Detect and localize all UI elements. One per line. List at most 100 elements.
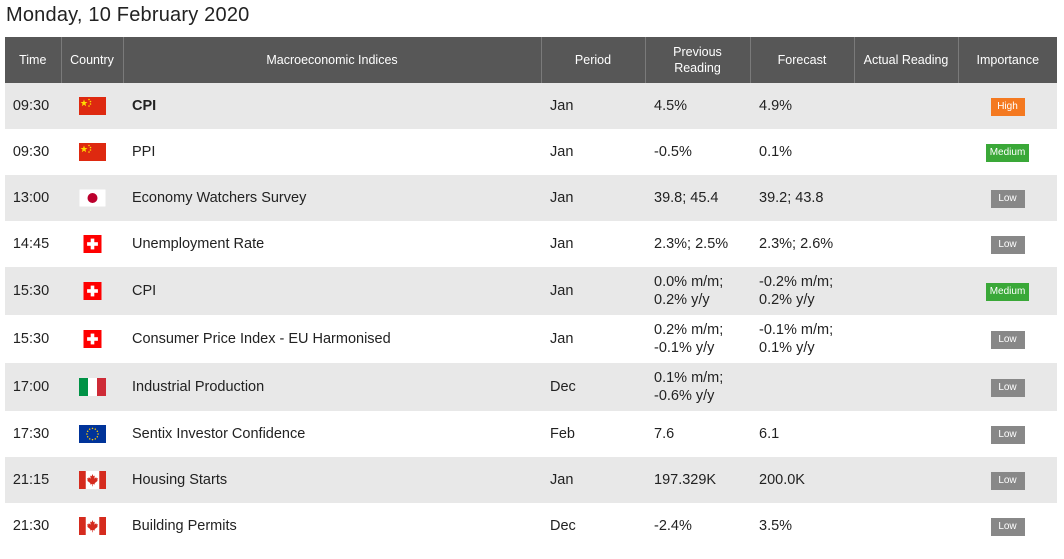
time-cell: 17:00 — [5, 363, 61, 411]
indicator-cell: Building Permits — [123, 503, 541, 549]
table-row: 14:45 Unemployment Rate Jan 2.3%; 2.5% 2.3%;… — [5, 221, 1057, 267]
time-cell: 14:45 — [5, 221, 61, 267]
eu-flag-icon — [78, 425, 106, 444]
period-cell: Jan — [541, 267, 645, 315]
previous-line: 0.1% m/m; — [654, 370, 724, 386]
period-cell: Feb — [541, 411, 645, 457]
actual-cell — [854, 129, 958, 175]
country-cell — [61, 457, 123, 503]
previous-line: 0.0% m/m; — [654, 274, 724, 290]
country-cell — [61, 315, 123, 363]
canada-flag-icon — [78, 471, 106, 490]
indicator-cell: Consumer Price Index - EU Harmonised — [123, 315, 541, 363]
forecast-line: 0.1% — [759, 144, 793, 160]
table-row: 21:30 Building Permits Dec -2.4% 3.5% Low — [5, 503, 1057, 549]
previous-cell: 4.5% — [645, 83, 750, 129]
time-cell: 13:00 — [5, 175, 61, 221]
forecast-line: 0.1% y/y — [759, 340, 815, 356]
previous-cell: 197.329K — [645, 457, 750, 503]
forecast-line: 4.9% — [759, 98, 793, 114]
period-cell: Jan — [541, 175, 645, 221]
header-previous: Previous Reading — [645, 37, 751, 83]
importance-cell: Low — [958, 503, 1057, 549]
period-cell: Jan — [541, 129, 645, 175]
period-cell: Jan — [541, 315, 645, 363]
header-previous-line2: Reading — [674, 61, 721, 75]
previous-line: 7.6 — [654, 426, 675, 442]
period-cell: Jan — [541, 221, 645, 267]
table-row: 13:00 Economy Watchers Survey Jan 39.8; 45.… — [5, 175, 1057, 221]
importance-badge: Low — [990, 379, 1025, 397]
importance-badge: Low — [990, 236, 1025, 254]
previous-cell: 0.0% m/m; 0.2% y/y — [645, 267, 750, 315]
indicator-cell: CPI — [123, 83, 541, 129]
forecast-cell: 3.5% — [750, 503, 854, 549]
table-row: 15:30 CPI Jan 0.0% m/m; 0.2% y/y -0.2% m/m; 0.… — [5, 267, 1057, 315]
forecast-line: -0.2% m/m; — [759, 274, 834, 290]
actual-cell — [854, 267, 958, 315]
forecast-cell: 0.1% — [750, 129, 854, 175]
actual-cell — [854, 411, 958, 457]
forecast-line: 0.2% y/y — [759, 292, 815, 308]
forecast-line: 200.0K — [759, 472, 805, 488]
forecast-cell: 4.9% — [750, 83, 854, 129]
importance-cell: Low — [958, 315, 1057, 363]
previous-line: 39.8; 45.4 — [654, 190, 719, 206]
italy-flag-icon — [78, 378, 106, 397]
actual-cell — [854, 221, 958, 267]
previous-line: 2.3%; 2.5% — [654, 236, 729, 252]
previous-line: 0.2% y/y — [654, 292, 710, 308]
importance-cell: Medium — [958, 267, 1057, 315]
importance-badge: Low — [990, 518, 1025, 536]
previous-line: -0.5% — [654, 144, 692, 160]
table-row: 09:30 PPI Jan -0.5% 0.1% Medium — [5, 129, 1057, 175]
time-cell: 21:15 — [5, 457, 61, 503]
previous-line: -0.6% y/y — [654, 388, 715, 404]
forecast-cell: 200.0K — [750, 457, 854, 503]
actual-cell — [854, 363, 958, 411]
country-cell — [61, 221, 123, 267]
importance-cell: Low — [958, 221, 1057, 267]
forecast-line: 2.3%; 2.6% — [759, 236, 834, 252]
time-cell: 15:30 — [5, 267, 61, 315]
header-indices: Macroeconomic Indices — [123, 37, 542, 83]
importance-badge: Medium — [985, 144, 1030, 162]
time-cell: 17:30 — [5, 411, 61, 457]
previous-cell: 7.6 — [645, 411, 750, 457]
indicator-cell: CPI — [123, 267, 541, 315]
forecast-line: 39.2; 43.8 — [759, 190, 824, 206]
country-cell — [61, 175, 123, 221]
importance-badge: Low — [990, 331, 1025, 349]
period-cell: Jan — [541, 457, 645, 503]
table-row: 09:30 CPI Jan 4.5% 4.9% High — [5, 83, 1057, 129]
canada-flag-icon — [78, 517, 106, 536]
previous-line: 0.2% m/m; — [654, 322, 724, 338]
forecast-cell: -0.1% m/m; 0.1% y/y — [750, 315, 854, 363]
table-row: 15:30 Consumer Price Index - EU Harmonise… — [5, 315, 1057, 363]
previous-cell: 2.3%; 2.5% — [645, 221, 750, 267]
indicator-cell: Industrial Production — [123, 363, 541, 411]
previous-cell: 0.2% m/m; -0.1% y/y — [645, 315, 750, 363]
importance-badge: Low — [990, 472, 1025, 490]
period-cell: Dec — [541, 363, 645, 411]
previous-line: -0.1% y/y — [654, 340, 715, 356]
period-cell: Dec — [541, 503, 645, 549]
header-forecast: Forecast — [750, 37, 855, 83]
previous-cell: -0.5% — [645, 129, 750, 175]
previous-cell: 39.8; 45.4 — [645, 175, 750, 221]
switzerland-flag-icon — [79, 282, 106, 301]
page-title: Monday, 10 February 2020 — [6, 4, 250, 26]
actual-cell — [854, 175, 958, 221]
forecast-cell: 6.1 — [750, 411, 854, 457]
country-cell — [61, 83, 123, 129]
indicator-cell: Housing Starts — [123, 457, 541, 503]
previous-line: -2.4% — [654, 518, 692, 534]
forecast-cell — [750, 363, 854, 411]
header-previous-line1: Previous — [673, 45, 722, 59]
switzerland-flag-icon — [79, 330, 106, 349]
importance-cell: Medium — [958, 129, 1057, 175]
importance-cell: Low — [958, 363, 1057, 411]
actual-cell — [854, 457, 958, 503]
table-row: 17:00 Industrial Production Dec 0.1% m/m; -0… — [5, 363, 1057, 411]
switzerland-flag-icon — [79, 235, 106, 254]
